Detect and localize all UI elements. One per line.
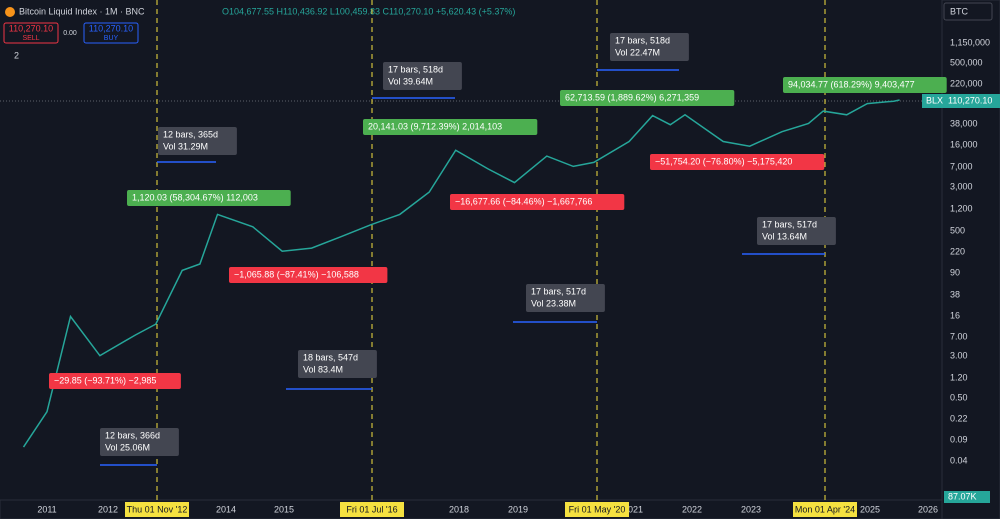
loss-text: −51,754.20 (−76.80%) −5,175,420 [655,156,792,166]
sell-label: SELL [22,35,39,42]
range-box [298,350,377,378]
buy-button[interactable] [83,22,139,44]
range-text: 17 bars, 517d [531,286,586,296]
marker-tag [793,502,857,517]
year-label: 2012 [98,504,118,514]
price-label: 0.50 [950,392,968,402]
year-label: 2023 [741,504,761,514]
price-line [22,99,900,448]
range-box [100,428,179,456]
year-label: 2022 [682,504,702,514]
range-text: 17 bars, 517d [762,219,817,229]
range-box [383,62,462,90]
buy-label: BUY [104,35,119,42]
year-label: 2019 [508,504,528,514]
range-text: 17 bars, 518d [388,64,443,74]
gain-text: 1,120.03 (58,304.67%) 112,003 [132,192,258,202]
price-label: 1,150,000 [950,37,990,47]
ohlc: O104,677.55 H110,436.92 L100,459.83 C110… [222,6,515,16]
marker-tag [125,502,189,517]
range-text: Vol 39.64M [388,76,433,86]
range-box [158,127,237,155]
gain-box [783,77,947,93]
price-label: 0.04 [950,455,968,465]
price-label: 220,000 [950,78,983,88]
price-label: 3.00 [950,350,968,360]
price-label: 7.00 [950,331,968,341]
price-label: 500 [950,225,965,235]
marker-tag [340,502,404,517]
currency-box[interactable] [943,2,993,21]
last-price: 110,270.10 [948,95,992,105]
year-label: 2015 [274,504,294,514]
range-text: Vol 13.64M [762,231,807,241]
gain-text: 62,713.59 (1,889.62%) 6,271,359 [565,92,699,102]
last-price-tag [922,94,1000,108]
gain-box [560,90,735,106]
range-text: Vol 23.38M [531,298,576,308]
range-text: 18 bars, 547d [303,352,358,362]
price-label: 7,000 [950,161,973,171]
range-box [610,33,689,61]
sell-price: 110,270.10 [9,23,53,33]
price-label: 1.20 [950,372,968,382]
gain-box [127,190,291,206]
price-label: 3,000 [950,181,973,191]
year-label: 2014 [216,504,236,514]
last-ticker: BLX [926,95,943,105]
marker-label: Thu 01 Nov '12 [127,504,188,514]
currency: BTC [950,6,969,16]
year-label: 2025 [860,504,880,514]
range-text: Vol 83.4M [303,364,343,374]
loss-box [229,267,388,283]
range-box [526,284,605,312]
volume-tag [944,491,990,503]
price-label: 16,000 [950,139,978,149]
price-label: 1,200 [950,203,973,213]
range-text: 12 bars, 365d [163,129,218,139]
range-text: Vol 25.06M [105,442,150,452]
price-axis-panel [941,0,1000,519]
range-box [757,217,836,245]
sell-button[interactable] [3,22,59,44]
price-label: 38 [950,289,960,299]
buy-price: 110,270.10 [89,23,133,33]
loss-box [650,154,825,170]
indicator-count[interactable]: 2 [14,50,19,60]
year-label: 2018 [449,504,469,514]
range-text: 17 bars, 518d [615,35,670,45]
price-label: 500,000 [950,57,983,67]
loss-text: −16,677.66 (−84.46%) −1,667,766 [455,196,592,206]
loss-text: −29.85 (−93.71%) −2,985 [54,375,156,385]
marker-label: Mon 01 Apr '24 [795,504,855,514]
symbol-icon [5,7,15,17]
price-label: 90 [950,267,960,277]
loss-box [49,373,181,389]
marker-label: Fri 01 May '20 [569,504,626,514]
time-axis-panel [0,499,943,519]
gain-box [363,119,538,135]
spread: 0.00 [63,30,77,37]
price-label: 220 [950,246,965,256]
loss-box [450,194,625,210]
price-label: 38,000 [950,118,978,128]
year-label: 2021 [623,504,643,514]
volume-value: 87.07K [948,491,977,501]
price-label: 16 [950,310,960,320]
symbol[interactable]: Bitcoin Liquid Index · 1M · BNC [19,6,145,16]
range-text: 12 bars, 366d [105,430,160,440]
range-text: Vol 31.29M [163,141,208,151]
year-label: 2011 [37,504,56,514]
gain-text: 94,034.77 (618.29%) 9,403,477 [788,79,915,89]
year-label: 2026 [918,504,938,514]
price-label: 0.09 [950,434,968,444]
range-text: Vol 22.47M [615,47,660,57]
marker-label: Fri 01 Jul '16 [346,504,397,514]
price-label: 0.22 [950,413,968,423]
gain-text: 20,141.03 (9,712.39%) 2,014,103 [368,121,502,131]
marker-tag [565,502,629,517]
loss-text: −1,065.88 (−87.41%) −106,588 [234,269,359,279]
